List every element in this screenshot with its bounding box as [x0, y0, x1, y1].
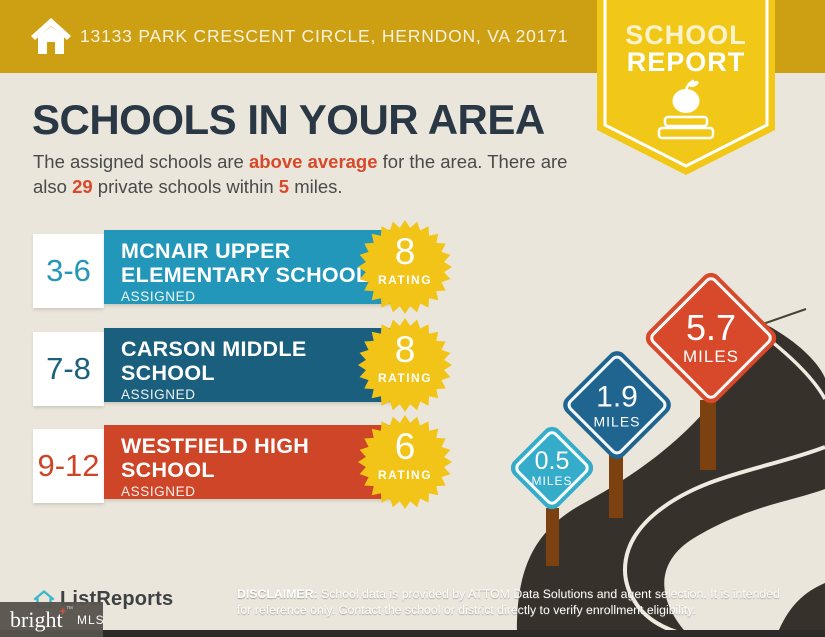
- sign-miles-label: MILES: [531, 474, 573, 489]
- school-card-middle: 7-8 CARSON MIDDLE SCHOOL ASSIGNED 8 RATI…: [33, 318, 453, 412]
- school-bar: WESTFIELD HIGH SCHOOL ASSIGNED: [104, 425, 418, 499]
- bright-mls-logo: bright + ™ MLS: [0, 602, 105, 637]
- school-name-line: SCHOOL: [121, 361, 215, 386]
- summary-text-part: The assigned schools are: [33, 151, 249, 172]
- summary-text: The assigned schools are above average f…: [33, 150, 567, 200]
- rating-label: RATING: [377, 468, 433, 482]
- summary-text-part: also: [33, 175, 73, 197]
- road-body: [516, 318, 825, 637]
- sign-miles-value: 5.7: [685, 307, 737, 349]
- page-title: SCHOOLS IN YOUR AREA: [32, 96, 545, 143]
- books-icon: [657, 115, 715, 140]
- rating-value: 6: [394, 426, 416, 467]
- badge-title-line1: SCHOOL: [625, 20, 747, 50]
- sign-post: [609, 450, 623, 518]
- disclaimer-body: School data is provided by ATTOM Data So…: [317, 587, 780, 601]
- sign-miles-value: 1.9: [596, 380, 638, 414]
- above-average-highlight: above average: [248, 151, 378, 172]
- home-icon: [31, 18, 71, 54]
- property-address: 13133 PARK CRESCENT CIRCLE, HERNDON, VA …: [80, 26, 569, 46]
- starburst-icon: [358, 415, 452, 509]
- bottom-edge-strip: [0, 630, 825, 637]
- school-name-line: WESTFIELD HIGH: [121, 434, 310, 458]
- grade-range: 7-8: [33, 332, 104, 406]
- sign-post: [700, 400, 716, 470]
- apple-icon: [672, 79, 700, 113]
- grade-range: 3-6: [33, 234, 104, 308]
- badge-title-line2: REPORT: [626, 47, 746, 77]
- sign-post: [546, 508, 559, 566]
- road-edge-line: [623, 445, 825, 637]
- disclaimer-line1: DISCLAIMER: School data is provided by A…: [237, 587, 780, 603]
- starburst-icon: [358, 318, 452, 412]
- school-name-line: CARSON MIDDLE: [121, 337, 307, 361]
- radius-miles: 5: [278, 175, 290, 197]
- disclaimer-line2: for reference only. Contact the school o…: [237, 602, 696, 617]
- rating-label: RATING: [377, 273, 433, 287]
- school-name-line: ELEMENTARY SCHOOL: [121, 263, 370, 288]
- sign-miles-value: 0.5: [534, 446, 570, 475]
- road-corner: [776, 583, 825, 637]
- summary-text-part: for the area. There are: [377, 151, 568, 172]
- horizon-line: [759, 308, 807, 326]
- sign-miles-label: MILES: [682, 346, 740, 366]
- school-name: CARSON MIDDLE SCHOOL: [121, 337, 418, 385]
- assigned-label: ASSIGNED: [121, 484, 196, 500]
- bright-plus-icon: +: [59, 605, 66, 618]
- sign-miles-label: MILES: [593, 412, 641, 429]
- school-card-elementary: 3-6 MCNAIR UPPER ELEMENTARY SCHOOL ASSIG…: [33, 220, 453, 314]
- school-card-high: 9-12 WESTFIELD HIGH SCHOOL ASSIGNED 6 RA…: [33, 415, 453, 509]
- mls-wordmark: MLS: [77, 612, 105, 627]
- starburst-icon: [358, 220, 452, 314]
- rating-starburst: 8 RATING: [358, 220, 452, 314]
- rating-starburst: 8 RATING: [358, 318, 452, 412]
- badge-inner-border: [603, 0, 769, 168]
- private-school-count: 29: [72, 175, 93, 197]
- bright-wordmark: bright: [10, 606, 63, 632]
- rating-value: 8: [394, 329, 416, 370]
- school-name-line: SCHOOL: [121, 458, 215, 483]
- school-name-line: MCNAIR UPPER: [121, 239, 291, 263]
- assigned-label: ASSIGNED: [121, 289, 196, 305]
- school-name: MCNAIR UPPER ELEMENTARY SCHOOL: [121, 239, 418, 287]
- trademark-symbol: ™: [66, 606, 73, 613]
- assigned-label: ASSIGNED: [121, 387, 196, 403]
- summary-text-part: miles.: [289, 175, 343, 197]
- school-report-badge: SCHOOL REPORT: [597, 0, 775, 176]
- disclaimer-text: DISCLAIMER: School data is provided by A…: [237, 587, 780, 618]
- rating-starburst: 6 RATING: [358, 415, 452, 509]
- rating-label: RATING: [377, 371, 433, 385]
- summary-text-part: private schools within: [92, 175, 279, 197]
- school-name: WESTFIELD HIGH SCHOOL: [121, 434, 418, 482]
- disclaimer-label: DISCLAIMER:: [237, 587, 318, 601]
- rating-value: 8: [394, 231, 416, 272]
- grade-range: 9-12: [33, 429, 104, 503]
